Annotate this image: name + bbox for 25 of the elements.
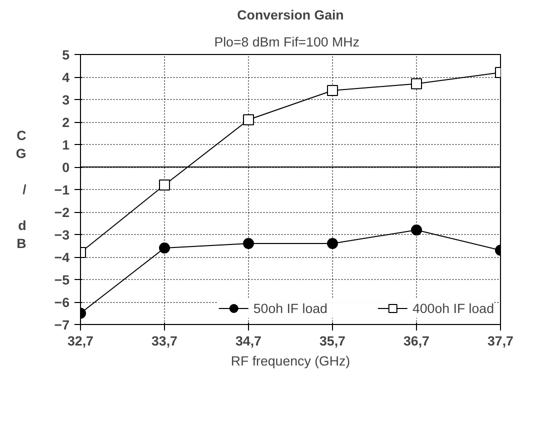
x-axis-title: RF frequency (GHz) [230,354,350,368]
y-tick-label: −4 [54,250,70,265]
y-tick-label: 0 [62,160,70,175]
x-tick-label: 37,7 [488,334,514,348]
y-tick-label: 2 [62,115,70,130]
y-tick-label: −3 [54,228,70,242]
x-tick-label: 33,7 [152,334,178,348]
y-tick-label: −7 [54,318,70,332]
y-tick-label: 1 [62,138,70,152]
y-tick-label: 3 [62,92,70,108]
chart-title: Conversion Gain [237,8,344,22]
x-tick-label: 34,7 [236,334,262,348]
x-tick-label: 32,7 [68,334,94,348]
y-tick-label: −6 [54,295,70,310]
y-tick-label: −2 [54,205,70,220]
chart-subtitle: Plo=8 dBm Fif=100 MHz [214,34,360,50]
y-tick-label: −1 [54,182,70,198]
x-tick-label: 35,7 [320,334,346,348]
y-tick-label: 5 [62,48,70,62]
legend-label: 400oh IF load [412,300,494,316]
y-tick-label: −5 [54,272,70,288]
y-tick-label: 4 [62,70,70,85]
x-tick-label: 36,7 [404,334,430,348]
text: CG / dB [16,128,26,251]
legend-label: 50oh IF load [253,300,328,316]
